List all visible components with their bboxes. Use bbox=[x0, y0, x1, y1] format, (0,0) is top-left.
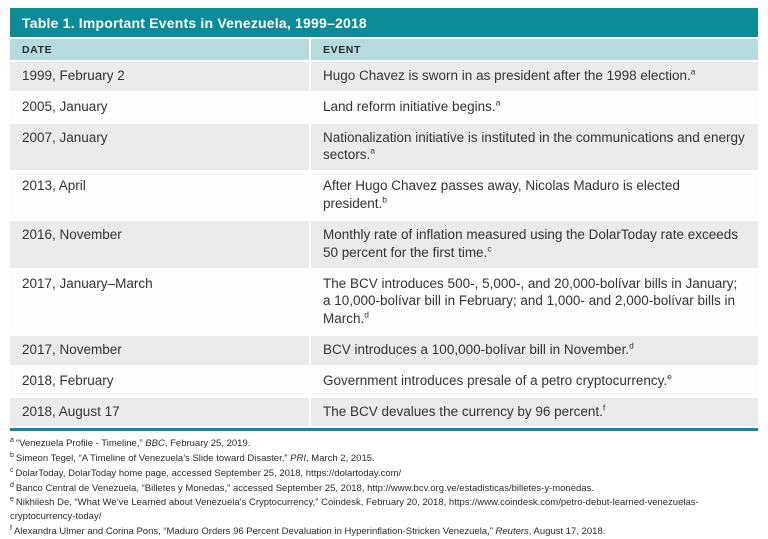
date-cell: 2016, November bbox=[10, 219, 311, 270]
event-cell: Nationalization initiative is instituted… bbox=[310, 122, 758, 173]
event-cell: Monthly rate of inflation measured using… bbox=[310, 219, 758, 270]
event-cell: Hugo Chavez is sworn in as president aft… bbox=[310, 61, 758, 93]
footnote-citation: Reuters bbox=[495, 525, 529, 537]
footnote: b Simeon Tegel, “A Timeline of Venezuela’… bbox=[10, 452, 758, 466]
footnote-marker: d bbox=[629, 340, 634, 351]
footnote-citation: BBC bbox=[145, 438, 165, 450]
footnote-marker: a bbox=[370, 145, 375, 156]
event-text: Land reform initiative begins. bbox=[323, 98, 496, 114]
footnote-text: Simeon Tegel, “A Timeline of Venezuela’s… bbox=[15, 453, 291, 465]
date-cell: 2018, August 17 bbox=[10, 396, 311, 429]
event-cell: Government introduces presale of a petro… bbox=[310, 365, 758, 398]
footnote-marker: d bbox=[364, 309, 369, 320]
footnote-marker: d bbox=[10, 481, 14, 489]
footnote-marker: a bbox=[10, 437, 14, 445]
footnote: c DolarToday, DolarToday home page, acces… bbox=[10, 467, 758, 481]
table-row: 2005, January Land reform initiative beg… bbox=[10, 91, 758, 124]
footnote-marker: a bbox=[690, 66, 696, 77]
footnote-marker: b bbox=[382, 194, 388, 205]
event-cell: Land reform initiative begins.a bbox=[310, 91, 758, 124]
footnote-marker: f bbox=[10, 524, 12, 532]
footnote: d Banco Central de Venezuela, “Billetes y… bbox=[10, 482, 758, 496]
footnote-text: “Venezuela Profile - Timeline,” bbox=[15, 438, 146, 450]
event-text: The BCV devalues the currency by 96 perc… bbox=[323, 403, 603, 419]
date-cell: 2013, April bbox=[10, 171, 311, 221]
footnote-marker: e bbox=[667, 371, 672, 382]
table-row: 2013, April After Hugo Chavez passes awa… bbox=[10, 171, 758, 221]
event-text: After Hugo Chavez passes away, Nicolas M… bbox=[323, 178, 680, 212]
footnote-marker: c bbox=[487, 243, 492, 254]
footnote-marker: e bbox=[10, 496, 14, 504]
table-row: 2018, February Government introduces pre… bbox=[10, 365, 758, 398]
footnote-text: Banco Central de Venezuela, “Billetes y … bbox=[15, 482, 594, 494]
footnote-text: , March 2, 2015. bbox=[306, 453, 375, 465]
footnotes: a “Venezuela Profile - Timeline,” BBC, Fe… bbox=[10, 437, 758, 538]
event-text: Monthly rate of inflation measured using… bbox=[323, 226, 738, 260]
table-title: Table 1. Important Events in Venezuela, … bbox=[10, 8, 758, 37]
footnote: a “Venezuela Profile - Timeline,” BBC, Fe… bbox=[10, 437, 758, 451]
event-text: Hugo Chavez is sworn in as president aft… bbox=[323, 68, 691, 83]
event-text: Nationalization initiative is instituted… bbox=[323, 129, 745, 163]
table-row: 2017, November BCV introduces a 100,000-… bbox=[10, 334, 758, 367]
header-row: DATE EVENT bbox=[10, 39, 758, 62]
footnote-marker: f bbox=[602, 402, 606, 413]
footnote-text: , August 17, 2018. bbox=[528, 525, 606, 537]
date-cell: 2017, January–March bbox=[10, 268, 311, 336]
table-bottom-rule bbox=[10, 428, 758, 432]
footnote-text: , February 25, 2019. bbox=[164, 438, 251, 450]
table-row: 1999, February 2 Hugo Chavez is sworn in… bbox=[10, 61, 758, 93]
table-row: 2018, August 17 The BCV devalues the cur… bbox=[10, 396, 758, 429]
footnote: f Alexandra Ulmer and Corina Pons, “Madur… bbox=[10, 525, 758, 539]
footnote-marker: c bbox=[10, 466, 14, 474]
footnote-text: Nikhilesh De, “What We’ve Learned about … bbox=[10, 497, 699, 523]
events-data-table: DATE EVENT 1999, February 2 Hugo Chavez … bbox=[10, 39, 758, 429]
events-table: Table 1. Important Events in Venezuela, … bbox=[10, 8, 758, 432]
date-cell: 1999, February 2 bbox=[10, 61, 311, 93]
column-header-event: EVENT bbox=[310, 39, 758, 62]
event-cell: BCV introduces a 100,000-bolívar bill in… bbox=[310, 334, 758, 367]
event-cell: The BCV introduces 500-, 5,000-, and 20,… bbox=[310, 268, 758, 336]
table-row: 2016, November Monthly rate of inflation… bbox=[10, 219, 758, 270]
column-header-date: DATE bbox=[10, 39, 311, 62]
footnote-marker: a bbox=[495, 97, 501, 108]
footnote: e Nikhilesh De, “What We’ve Learned about… bbox=[10, 496, 758, 524]
table-row: 2007, January Nationalization initiative… bbox=[10, 122, 758, 173]
footnote-citation: PRI bbox=[290, 453, 306, 465]
event-cell: After Hugo Chavez passes away, Nicolas M… bbox=[310, 171, 758, 221]
footnote-marker: b bbox=[10, 451, 14, 459]
footnote-text: Alexandra Ulmer and Corina Pons, “Maduro… bbox=[13, 525, 496, 537]
event-text: The BCV introduces 500-, 5,000-, and 20,… bbox=[323, 275, 738, 327]
event-text: BCV introduces a 100,000-bolívar bill in… bbox=[323, 341, 630, 357]
footnote-text: DolarToday, DolarToday home page, access… bbox=[15, 467, 402, 479]
table-row: 2017, January–March The BCV introduces 5… bbox=[10, 268, 758, 336]
date-cell: 2017, November bbox=[10, 334, 311, 367]
event-text: Government introduces presale of a petro… bbox=[323, 372, 668, 388]
event-cell: The BCV devalues the currency by 96 perc… bbox=[310, 396, 758, 429]
date-cell: 2018, February bbox=[10, 365, 311, 398]
date-cell: 2007, January bbox=[10, 122, 311, 173]
date-cell: 2005, January bbox=[10, 91, 311, 124]
